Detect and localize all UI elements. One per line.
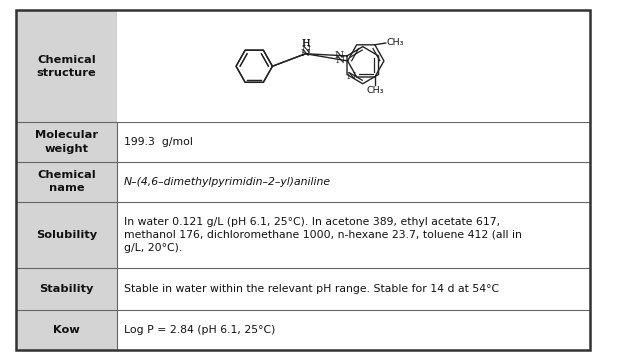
Bar <box>17 122 117 162</box>
Text: N: N <box>301 49 310 58</box>
Text: Solubility: Solubility <box>36 230 97 240</box>
Text: N: N <box>301 46 311 55</box>
Bar <box>117 310 590 350</box>
Bar <box>117 10 590 122</box>
Bar <box>117 10 590 122</box>
Text: N: N <box>346 72 355 81</box>
Text: Kow: Kow <box>53 325 80 335</box>
Text: Stable in water within the relevant pH range. Stable for 14 d at 54°C: Stable in water within the relevant pH r… <box>124 284 499 294</box>
Text: Chemical
name: Chemical name <box>37 170 96 193</box>
Text: CH₃: CH₃ <box>387 38 404 47</box>
Bar <box>17 268 117 310</box>
Text: Stability: Stability <box>40 284 94 294</box>
Text: Chemical
structure: Chemical structure <box>37 55 97 78</box>
Text: Molecular
weight: Molecular weight <box>35 130 98 154</box>
Bar <box>117 202 590 268</box>
Bar <box>17 202 117 268</box>
Text: N–(4,6–dimethylpyrimidin–2–yl)aniline: N–(4,6–dimethylpyrimidin–2–yl)aniline <box>124 177 331 187</box>
Text: H: H <box>301 39 310 48</box>
Text: Log P = 2.84 (pH 6.1, 25°C): Log P = 2.84 (pH 6.1, 25°C) <box>124 325 275 335</box>
Bar <box>117 162 590 202</box>
Bar <box>17 310 117 350</box>
Text: In water 0.121 g/L (pH 6.1, 25°C). In acetone 389, ethyl acetate 617,
methanol 1: In water 0.121 g/L (pH 6.1, 25°C). In ac… <box>124 217 521 253</box>
Text: 199.3  g/mol: 199.3 g/mol <box>124 137 193 147</box>
Text: CH₃: CH₃ <box>366 86 384 95</box>
Bar <box>117 268 590 310</box>
Bar <box>17 10 117 122</box>
Bar <box>17 162 117 202</box>
Text: H: H <box>301 39 310 48</box>
Bar <box>117 122 590 162</box>
Text: N: N <box>336 57 345 66</box>
Text: N: N <box>335 51 344 60</box>
